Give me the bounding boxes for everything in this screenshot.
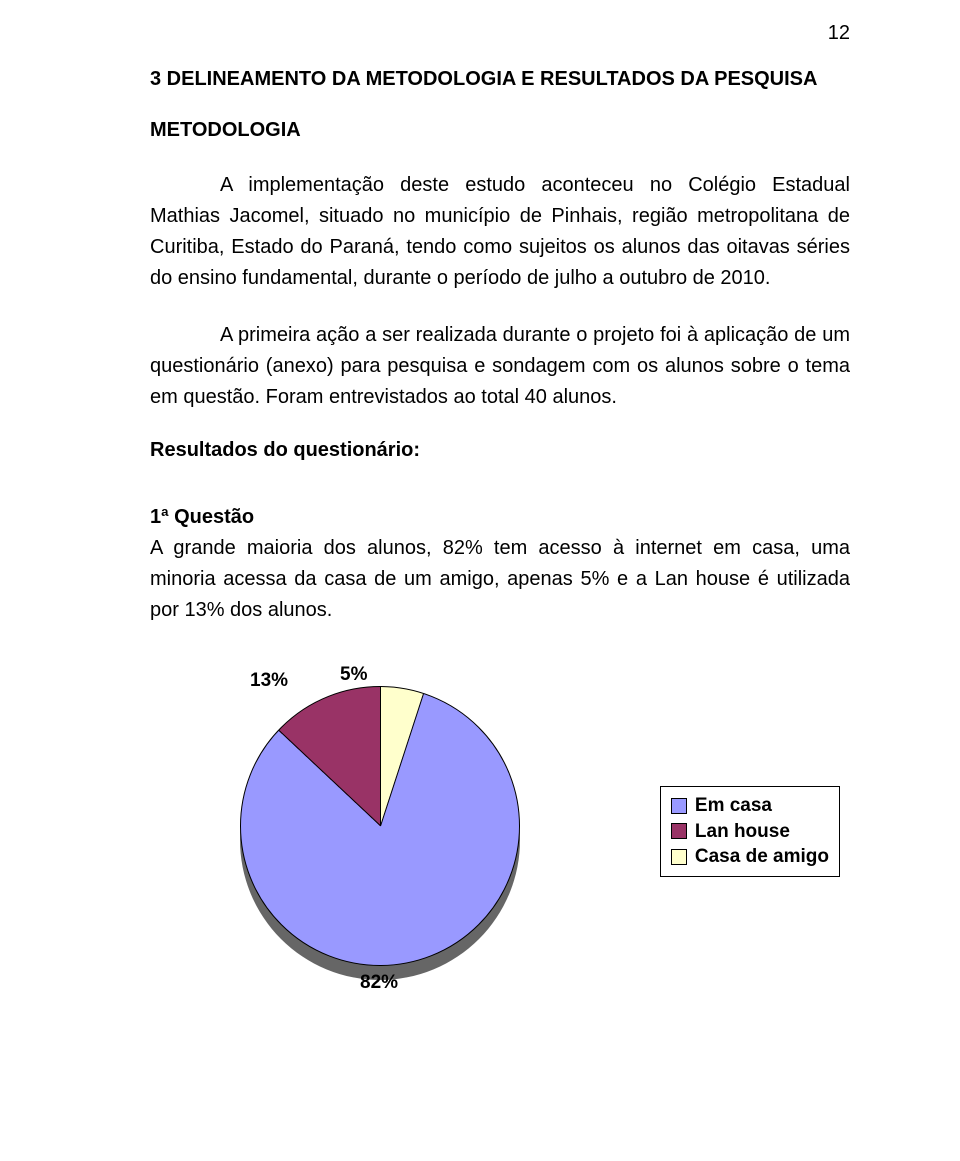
legend: Em casa Lan house Casa de amigo — [660, 786, 840, 877]
pct-label-lanhouse: 13% — [250, 670, 288, 692]
swatch-lanhouse — [671, 823, 687, 839]
question-heading: 1ª Questão — [150, 506, 850, 529]
results-heading: Resultados do questionário: — [150, 439, 850, 462]
paragraph-1: A implementação deste estudo aconteceu n… — [150, 170, 850, 294]
swatch-emcasa — [671, 798, 687, 814]
paragraph-2: A primeira ação a ser realizada durante … — [150, 320, 850, 413]
legend-label-casa-amigo: Casa de amigo — [695, 844, 829, 870]
subheading-metodologia: METODOLOGIA — [150, 119, 850, 142]
swatch-casa-amigo — [671, 849, 687, 865]
legend-label-lanhouse: Lan house — [695, 819, 790, 845]
legend-row-lanhouse: Lan house — [671, 819, 829, 845]
pct-label-casa-amigo: 5% — [340, 664, 367, 686]
legend-row-casa-amigo: Casa de amigo — [671, 844, 829, 870]
legend-label-emcasa: Em casa — [695, 793, 772, 819]
legend-row-emcasa: Em casa — [671, 793, 829, 819]
page-number: 12 — [828, 22, 850, 45]
main-heading: 3 DELINEAMENTO DA METODOLOGIA E RESULTAD… — [150, 68, 850, 91]
pct-label-emcasa: 82% — [360, 972, 398, 994]
question-text: A grande maioria dos alunos, 82% tem ace… — [150, 533, 850, 626]
pie-chart: 13% 5% 82% Em casa Lan house Casa de ami… — [150, 676, 850, 1006]
pie-body — [240, 686, 520, 966]
